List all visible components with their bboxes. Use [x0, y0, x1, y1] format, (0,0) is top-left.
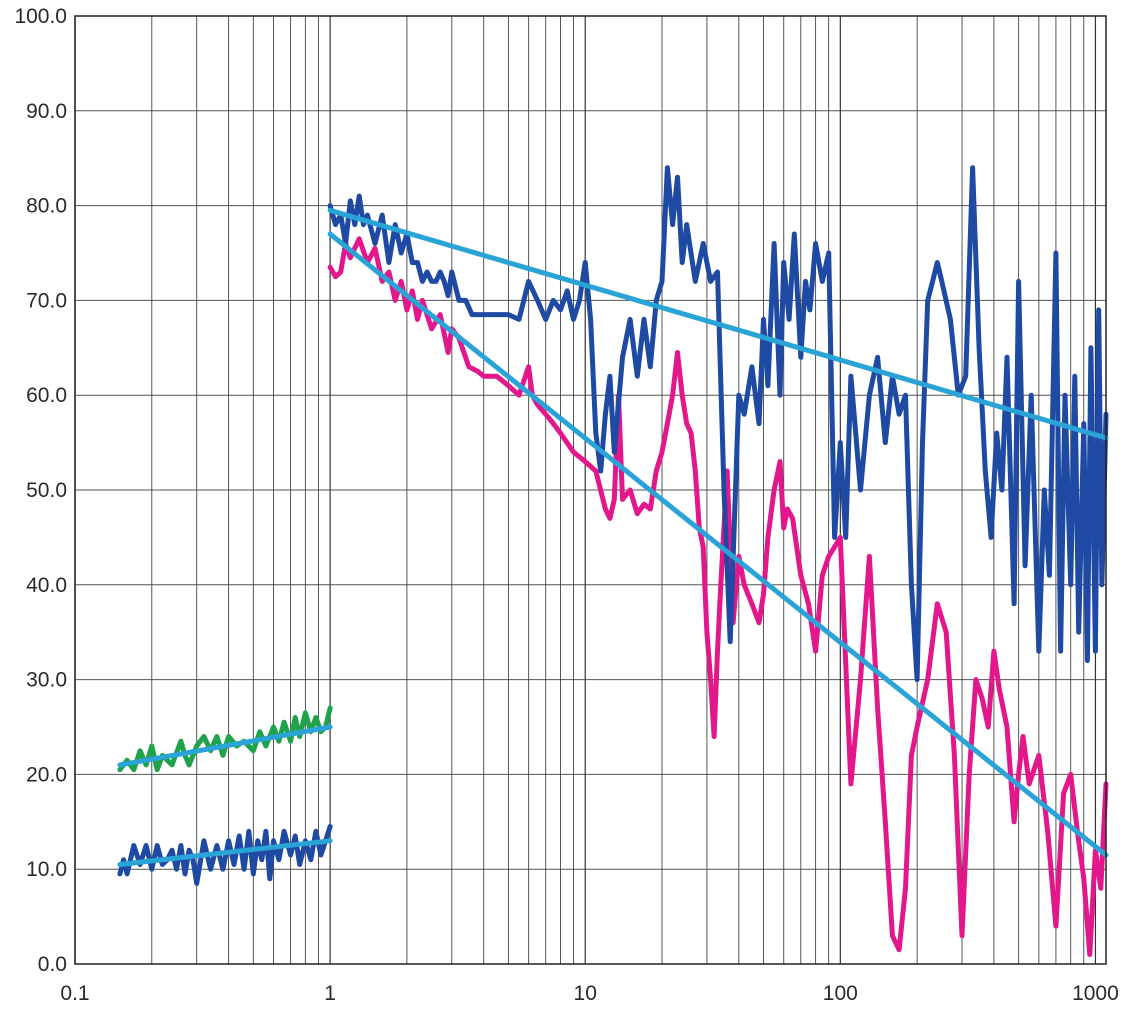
- plot-area: [117, 165, 1109, 957]
- x-tick-label: 1000: [1072, 982, 1119, 1005]
- x-axis-ticks: 0.1 1 10 100 1000: [60, 982, 1118, 1005]
- y-tick-label: 100.0: [14, 5, 67, 28]
- y-axis-ticks: 0.0 10.0 20.0 30.0 40.0 50.0 60.0 70.0 80.0 90.0 1…: [14, 5, 67, 976]
- y-tick-label: 80.0: [26, 195, 67, 218]
- series-line-5: [327, 231, 1109, 858]
- x-tick-label: 100: [823, 982, 858, 1005]
- x-tick-label: 1: [324, 982, 336, 1005]
- y-tick-label: 70.0: [26, 289, 67, 312]
- y-tick-label: 0.0: [38, 953, 67, 976]
- series-line-3: [117, 824, 333, 886]
- y-tick-label: 40.0: [26, 574, 67, 597]
- series-line-7: [117, 838, 333, 867]
- grid: [74, 15, 1106, 965]
- series-line-1: [327, 165, 1109, 683]
- series-line-6: [117, 724, 333, 768]
- y-tick-label: 60.0: [26, 384, 67, 407]
- x-tick-label: 0.1: [60, 982, 89, 1005]
- y-tick-label: 10.0: [26, 858, 67, 881]
- x-tick-label: 10: [574, 982, 597, 1005]
- plot-frame: [74, 15, 1107, 965]
- y-tick-label: 30.0: [26, 669, 67, 692]
- y-tick-label: 20.0: [26, 763, 67, 786]
- series-line-4: [327, 207, 1109, 441]
- series-line-2: [117, 705, 333, 773]
- y-tick-label: 50.0: [26, 479, 67, 502]
- y-tick-label: 90.0: [26, 100, 67, 123]
